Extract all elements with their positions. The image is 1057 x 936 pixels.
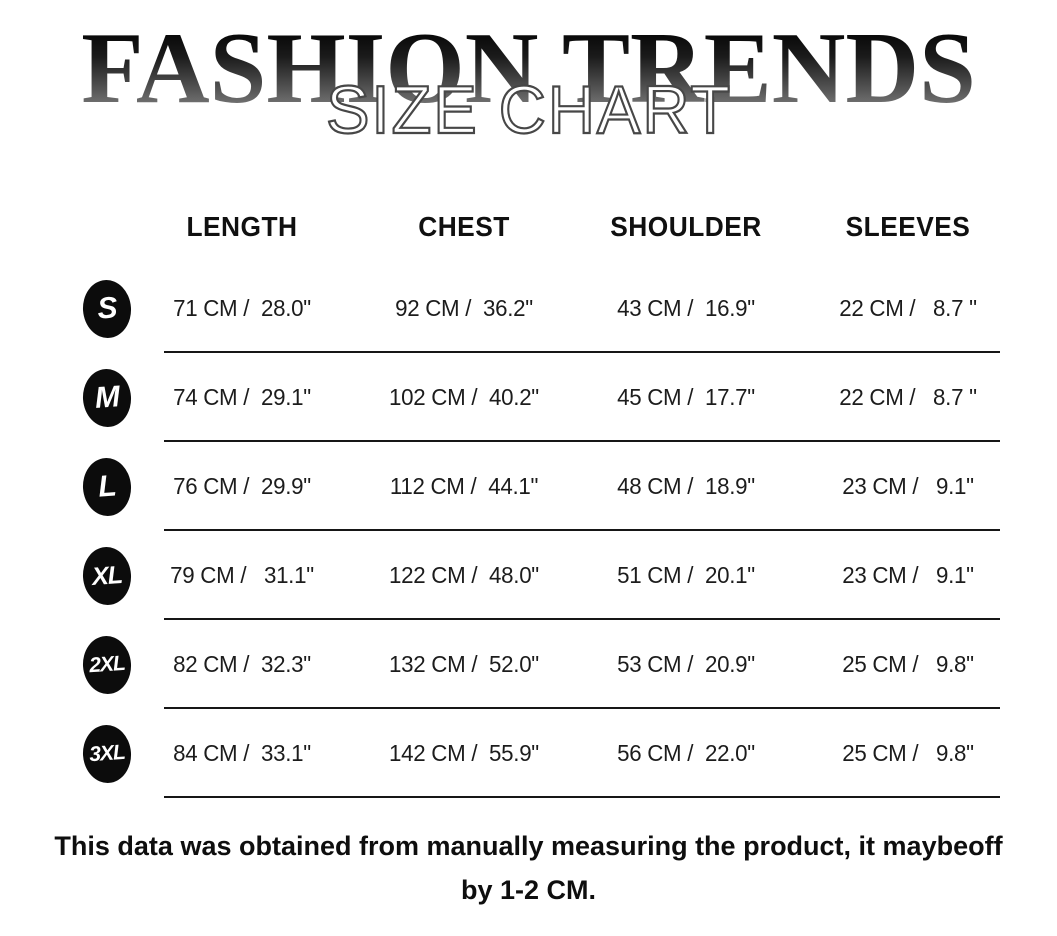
length-value: 79 CM / 31.1" — [170, 562, 314, 588]
size-column-spacer — [0, 190, 131, 264]
table-header-row: LENGTH CHEST SHOULDER SLEEVES — [0, 190, 1057, 264]
size-badge-cell: 2XL — [0, 620, 133, 709]
chest-value: 132 CM / 52.0" — [389, 651, 539, 677]
size-badge-m: M — [81, 366, 133, 429]
shoulder-value: 43 CM / 16.9" — [617, 295, 755, 321]
note-line-2: by 1-2 CM. — [460, 875, 597, 905]
table-row-l: L 76 CM / 29.9" 112 CM / 44.1" 48 CM / 1… — [0, 442, 1057, 531]
brand-title: FASHION TRENDS — [0, 18, 1057, 120]
chest-value: 142 CM / 55.9" — [389, 740, 539, 766]
sleeves-value: 25 CM / 9.8" — [842, 651, 974, 677]
size-badge-l: L — [81, 455, 133, 518]
length-value: 76 CM / 29.9" — [173, 473, 311, 499]
note-line-1: This data was obtained from manually mea… — [54, 831, 1003, 861]
table-row-xl: XL 79 CM / 31.1" 122 CM / 48.0" 51 CM / … — [0, 531, 1057, 620]
column-header-chest: CHEST — [418, 211, 510, 242]
column-header-sleeves: SLEEVES — [845, 211, 971, 242]
table-row-s: S 71 CM / 28.0" 92 CM / 36.2" 43 CM / 16… — [0, 264, 1057, 353]
size-badge-xl: XL — [81, 544, 133, 607]
shoulder-value: 45 CM / 17.7" — [617, 384, 755, 410]
shoulder-value: 56 CM / 22.0" — [617, 740, 755, 766]
size-table: LENGTH CHEST SHOULDER SLEEVES S 71 CM / … — [0, 190, 1057, 798]
table-row-3xl: 3XL 84 CM / 33.1" 142 CM / 55.9" 56 CM /… — [0, 709, 1057, 798]
length-value: 74 CM / 29.1" — [173, 384, 311, 410]
length-value: 82 CM / 32.3" — [173, 651, 311, 677]
sleeves-value: 22 CM / 8.7 " — [839, 295, 977, 321]
column-header-shoulder: SHOULDER — [610, 211, 762, 242]
size-badge-cell: 3XL — [0, 709, 133, 798]
sleeves-value: 23 CM / 9.1" — [842, 473, 974, 499]
table-row-m: M 74 CM / 29.1" 102 CM / 40.2" 45 CM / 1… — [0, 353, 1057, 442]
size-badge-s: S — [81, 277, 133, 340]
length-value: 84 CM / 33.1" — [173, 740, 311, 766]
shoulder-value: 51 CM / 20.1" — [617, 562, 755, 588]
size-badge-3xl: 3XL — [81, 722, 133, 785]
hero-header: FASHION TRENDS SIZE CHART — [0, 0, 1057, 178]
chest-value: 92 CM / 36.2" — [395, 295, 533, 321]
size-badge-cell: M — [0, 353, 133, 442]
sleeves-value: 22 CM / 8.7 " — [839, 384, 977, 410]
chest-value: 122 CM / 48.0" — [389, 562, 539, 588]
length-value: 71 CM / 28.0" — [173, 295, 311, 321]
measurement-note: This data was obtained from manually mea… — [0, 824, 1057, 912]
size-chart-title: SIZE CHART — [324, 72, 732, 148]
sleeves-value: 25 CM / 9.8" — [842, 740, 974, 766]
size-badge-cell: XL — [0, 531, 133, 620]
chest-value: 102 CM / 40.2" — [389, 384, 539, 410]
shoulder-value: 53 CM / 20.9" — [617, 651, 755, 677]
size-badge-cell: L — [0, 442, 133, 531]
table-row-2xl: 2XL 82 CM / 32.3" 132 CM / 52.0" 53 CM /… — [0, 620, 1057, 709]
column-header-length: LENGTH — [186, 211, 298, 242]
size-badge-2xl: 2XL — [81, 633, 133, 696]
shoulder-value: 48 CM / 18.9" — [617, 473, 755, 499]
sleeves-value: 23 CM / 9.1" — [842, 562, 974, 588]
chest-value: 112 CM / 44.1" — [389, 473, 539, 499]
size-badge-cell: S — [0, 264, 133, 353]
